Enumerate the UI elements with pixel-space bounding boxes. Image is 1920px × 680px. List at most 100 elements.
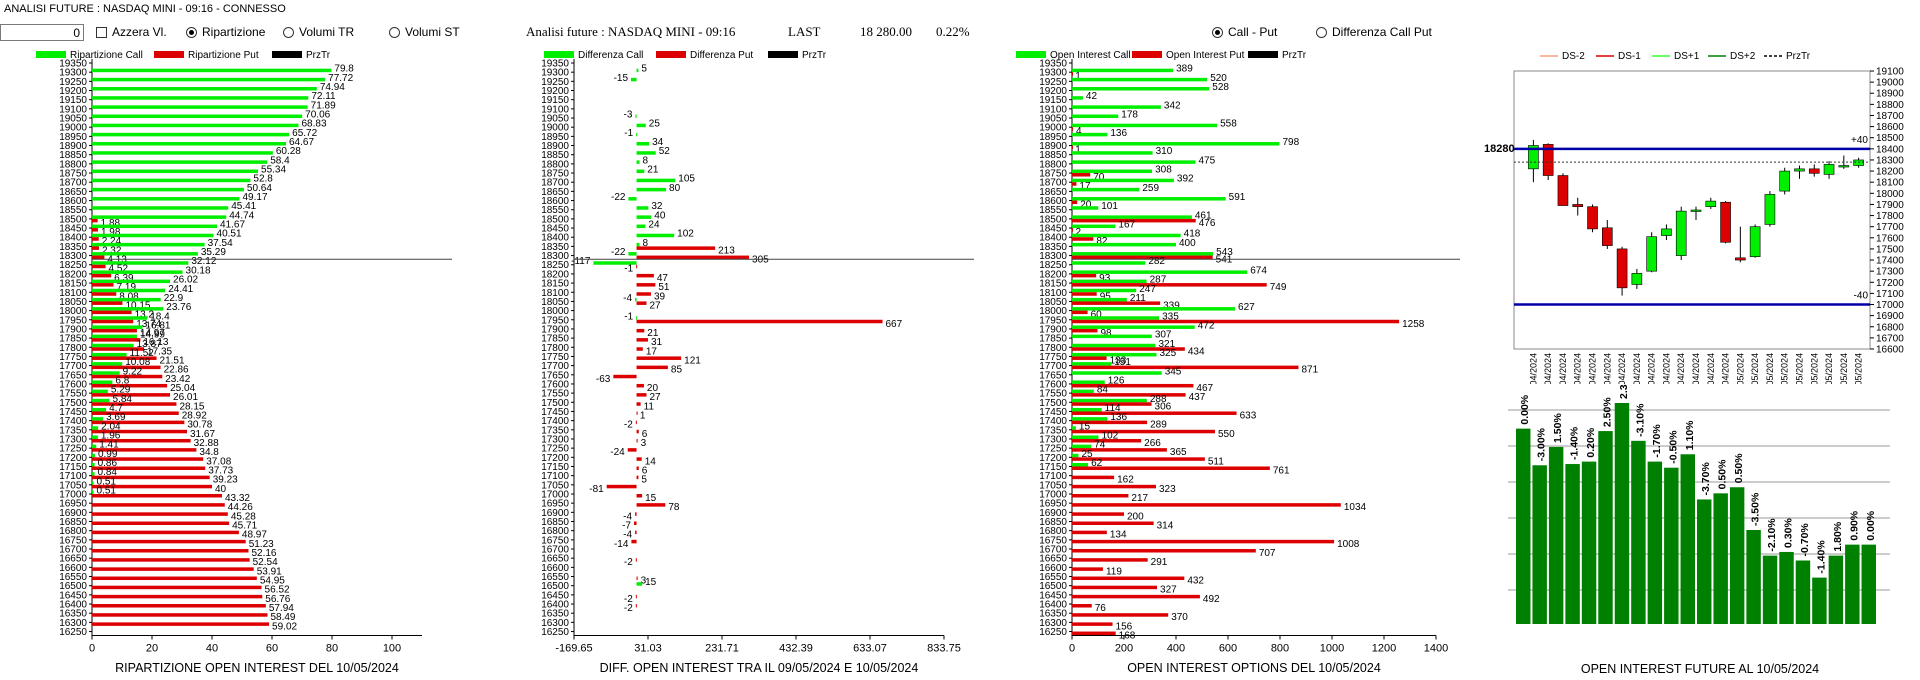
diff-oi-chart: Differenza Call Differenza Put PrzTr193501… bbox=[541, 50, 974, 675]
y-tick-label: 18500 bbox=[1876, 133, 1904, 144]
y-tick-label: 18000 bbox=[59, 306, 87, 317]
call-bar bbox=[92, 288, 166, 293]
y-tick-label: 17700 bbox=[59, 361, 87, 372]
y-tick-label: 16900 bbox=[541, 508, 569, 519]
put-value-label: 1 bbox=[1075, 71, 1081, 82]
x-date-label: 25/04/2024 bbox=[1676, 353, 1686, 384]
y-tick-label: 19000 bbox=[1039, 123, 1067, 134]
legend-swatch bbox=[1132, 51, 1162, 58]
y-tick-label: 17900 bbox=[541, 324, 569, 335]
y-tick-label: 18250 bbox=[541, 260, 569, 271]
put-bar bbox=[1072, 182, 1077, 186]
radio-dot-volumi-st[interactable] bbox=[389, 27, 400, 38]
y-tick-label: 17300 bbox=[541, 434, 569, 445]
oi-bar-label: -3.50% bbox=[1750, 492, 1762, 526]
put-bar bbox=[92, 420, 185, 425]
y-tick-label: 18300 bbox=[1876, 155, 1904, 166]
call-bar bbox=[92, 316, 148, 320]
radio-dot-call-put[interactable] bbox=[1212, 27, 1223, 38]
call-bar bbox=[92, 96, 309, 100]
y-tick-label: 18400 bbox=[1876, 144, 1904, 155]
oi-bar bbox=[1729, 487, 1745, 624]
radio-volumi-tr[interactable]: Volumi TR bbox=[283, 25, 354, 39]
y-tick-label: 18350 bbox=[59, 242, 87, 253]
legend-label: Differenza Call bbox=[578, 50, 643, 61]
put-value-label: 25.04 bbox=[170, 383, 195, 394]
put-bar bbox=[92, 521, 230, 525]
legend-label: Open Interest Put bbox=[1166, 50, 1245, 61]
y-tick-label: 18850 bbox=[1039, 150, 1067, 161]
y-tick-label: 18700 bbox=[1876, 111, 1904, 122]
put-bar bbox=[92, 558, 250, 562]
oi-bar bbox=[1614, 402, 1630, 624]
radio-ripartizione[interactable]: Ripartizione bbox=[186, 25, 265, 39]
call-bar bbox=[1072, 426, 1076, 430]
put-value-label: 1 bbox=[640, 410, 646, 421]
call-value-label: 558 bbox=[1220, 119, 1237, 130]
radio-diff-call-put[interactable]: Differenza Call Put bbox=[1316, 25, 1432, 39]
call-bar bbox=[1072, 68, 1174, 73]
y-tick-label: 18450 bbox=[59, 224, 87, 235]
y-tick-label: 16250 bbox=[59, 627, 87, 638]
call-value-label: 0.51 bbox=[97, 476, 117, 487]
call-bar bbox=[1072, 233, 1181, 238]
call-bar bbox=[636, 233, 675, 238]
y-tick-label: 17350 bbox=[541, 425, 569, 436]
y-tick-label: 18250 bbox=[1039, 260, 1067, 271]
radio-dot-ripartizione[interactable] bbox=[186, 27, 197, 38]
put-value-label: 4.13 bbox=[107, 255, 127, 266]
call-bar bbox=[1072, 197, 1226, 201]
y-tick-label: 17550 bbox=[59, 389, 87, 400]
call-bar bbox=[92, 398, 110, 403]
call-bar bbox=[1072, 417, 1108, 421]
x-tick-label: -169.65 bbox=[555, 643, 592, 655]
put-value-label: 434 bbox=[1188, 346, 1205, 357]
put-value-label: 23.42 bbox=[165, 374, 190, 385]
call-value-label: -4 bbox=[623, 293, 632, 304]
put-value-label: 7.19 bbox=[117, 282, 137, 293]
value-input[interactable] bbox=[0, 24, 84, 41]
y-tick-label: 17700 bbox=[1876, 222, 1904, 233]
call-bar bbox=[92, 187, 244, 192]
put-bar bbox=[636, 319, 883, 324]
call-value-label: 528 bbox=[1212, 82, 1229, 93]
put-bar bbox=[92, 622, 270, 626]
put-value-label: 370 bbox=[1171, 612, 1188, 623]
azzera-checkbox[interactable]: Azzera Vl. bbox=[96, 25, 167, 39]
call-bar bbox=[92, 426, 99, 430]
put-value-label: 26.01 bbox=[173, 392, 198, 403]
radio-volumi-st[interactable]: Volumi ST bbox=[389, 25, 460, 39]
put-bar bbox=[636, 283, 656, 287]
call-bar bbox=[1072, 224, 1116, 229]
put-value-label: 305 bbox=[752, 255, 769, 266]
radio-call-put[interactable]: Call - Put bbox=[1212, 25, 1277, 39]
x-date-label: 02/05/2024 bbox=[1750, 353, 1760, 384]
y-tick-label: 17300 bbox=[59, 434, 87, 445]
x-tick-label: 833.75 bbox=[927, 643, 961, 655]
call-bar bbox=[1072, 105, 1161, 109]
call-value-label: 13.87 bbox=[137, 339, 162, 350]
x-date-label: 23/04/2024 bbox=[1647, 353, 1657, 384]
y-tick-label: 17200 bbox=[541, 453, 569, 464]
call-value-label: 45.41 bbox=[231, 201, 256, 212]
y-tick-label: 17950 bbox=[1039, 315, 1067, 326]
checkbox-box[interactable] bbox=[96, 27, 107, 38]
put-bar bbox=[635, 604, 637, 608]
candle-body bbox=[1690, 209, 1702, 212]
call-bar bbox=[635, 114, 637, 119]
put-bar bbox=[92, 237, 99, 241]
call-bar bbox=[1072, 380, 1105, 384]
y-tick-label: 17100 bbox=[541, 471, 569, 482]
y-tick-label: 16800 bbox=[541, 526, 569, 537]
call-value-label: -22 bbox=[611, 247, 626, 258]
call-value-label: 389 bbox=[1176, 64, 1193, 75]
radio-dot-volumi-tr[interactable] bbox=[283, 27, 294, 38]
radio-dot-diff[interactable] bbox=[1316, 27, 1327, 38]
call-bar bbox=[1072, 453, 1079, 458]
put-bar bbox=[636, 503, 666, 507]
put-bar bbox=[1072, 549, 1256, 553]
call-value-label: 102 bbox=[677, 229, 694, 240]
put-bar bbox=[1072, 228, 1073, 232]
x-tick-label: 1200 bbox=[1372, 643, 1396, 655]
y-tick-label: 18700 bbox=[59, 178, 87, 189]
